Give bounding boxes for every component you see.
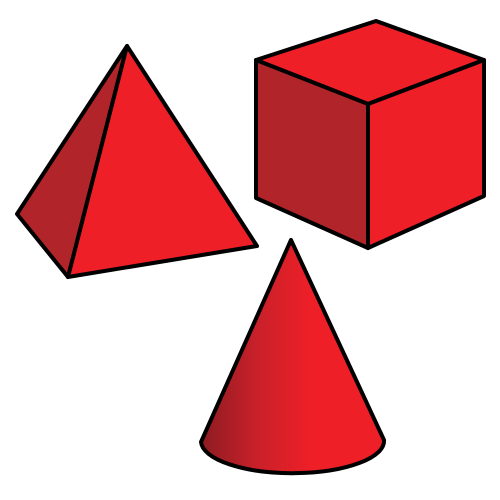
cube-right-face [366,58,486,250]
cone-icon [199,238,387,476]
pyramid-front-face [66,44,259,279]
cone-body [199,238,387,476]
cube-icon [254,19,486,250]
pyramid-icon [15,44,259,279]
